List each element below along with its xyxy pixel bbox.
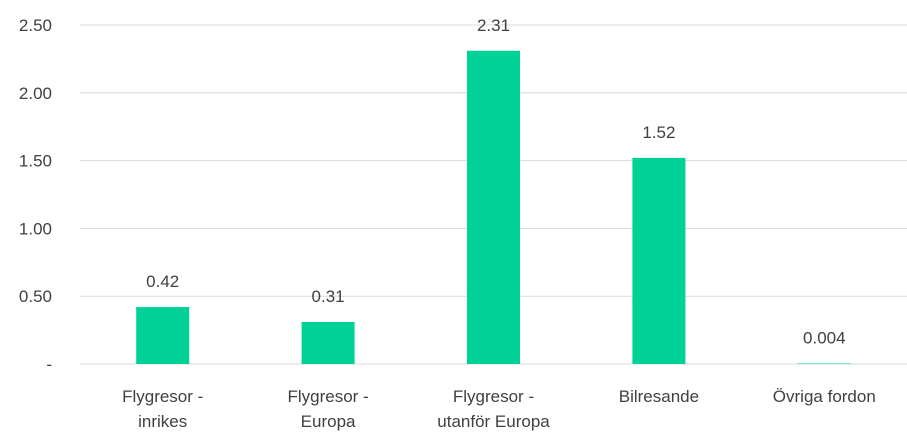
category-label-line: Bilresande [619,387,699,406]
category-label-line: Övriga fordon [773,387,876,406]
data-label: 0.42 [146,272,179,291]
category-label-line: Europa [301,412,356,431]
bar [136,307,190,364]
category-label-line: utanför Europa [437,412,550,431]
category-label: Flygresor - inrikes [122,387,203,431]
bar [467,50,520,364]
y-tick-label: 2.00 [19,84,52,103]
data-label: 1.52 [642,123,675,142]
bar [301,321,355,364]
category-label-line: inrikes [138,412,187,431]
category-label-line: Flygresor - [122,387,203,406]
data-label: 0.004 [803,328,846,347]
category-label: Flygresor - Europa [287,387,368,431]
data-label: 0.31 [312,287,345,306]
data-labels: 0.42 0.31 2.31 1.52 0.004 [146,16,845,348]
category-label-line: Flygresor - [287,387,368,406]
y-axis-tick-labels: - 0.50 1.00 1.50 2.00 2.50 [19,16,52,374]
category-label-line: Flygresor - [453,387,534,406]
y-tick-label: - [46,355,52,374]
y-tick-label: 1.00 [19,219,52,238]
category-label: Flygresor - utanför Europa [437,387,550,431]
y-tick-label: 2.50 [19,16,52,35]
bar [797,363,851,364]
category-label: Bilresande [619,387,699,406]
bar [632,157,686,364]
y-tick-label: 1.50 [19,152,52,171]
category-label: Övriga fordon [773,387,876,406]
y-tick-label: 0.50 [19,287,52,306]
data-label: 2.31 [477,16,510,35]
bars [136,50,851,364]
